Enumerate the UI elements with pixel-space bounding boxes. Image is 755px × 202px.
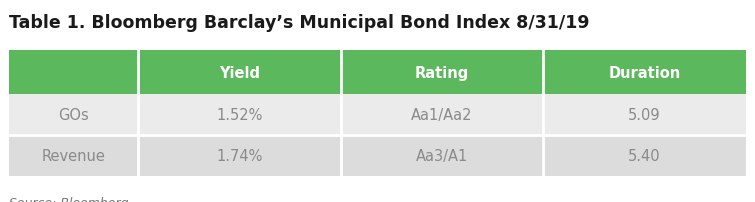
- Bar: [341, 50, 544, 95]
- Bar: [544, 95, 746, 135]
- Text: Aa1/Aa2: Aa1/Aa2: [411, 108, 473, 123]
- Bar: [544, 135, 746, 176]
- Text: Duration: Duration: [609, 65, 681, 80]
- Bar: [138, 50, 341, 95]
- Text: Aa3/A1: Aa3/A1: [416, 148, 468, 163]
- Text: Revenue: Revenue: [42, 148, 106, 163]
- Bar: [544, 50, 746, 95]
- Bar: [138, 135, 341, 176]
- Text: 1.74%: 1.74%: [216, 148, 263, 163]
- Text: 1.52%: 1.52%: [216, 108, 263, 123]
- Bar: [9, 95, 138, 135]
- Text: Rating: Rating: [414, 65, 469, 80]
- Bar: [341, 135, 544, 176]
- Bar: [138, 95, 341, 135]
- Text: Yield: Yield: [219, 65, 260, 80]
- Bar: [9, 50, 138, 95]
- Text: Source: Bloomberg: Source: Bloomberg: [9, 196, 128, 202]
- Bar: [341, 95, 544, 135]
- Text: GOs: GOs: [58, 108, 89, 123]
- Bar: [9, 135, 138, 176]
- Text: Table 1. Bloomberg Barclay’s Municipal Bond Index 8/31/19: Table 1. Bloomberg Barclay’s Municipal B…: [9, 14, 590, 32]
- Text: 5.09: 5.09: [628, 108, 661, 123]
- Text: 5.40: 5.40: [628, 148, 661, 163]
